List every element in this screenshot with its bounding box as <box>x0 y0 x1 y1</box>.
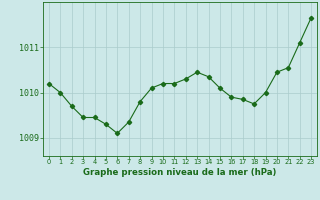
X-axis label: Graphe pression niveau de la mer (hPa): Graphe pression niveau de la mer (hPa) <box>83 168 277 177</box>
